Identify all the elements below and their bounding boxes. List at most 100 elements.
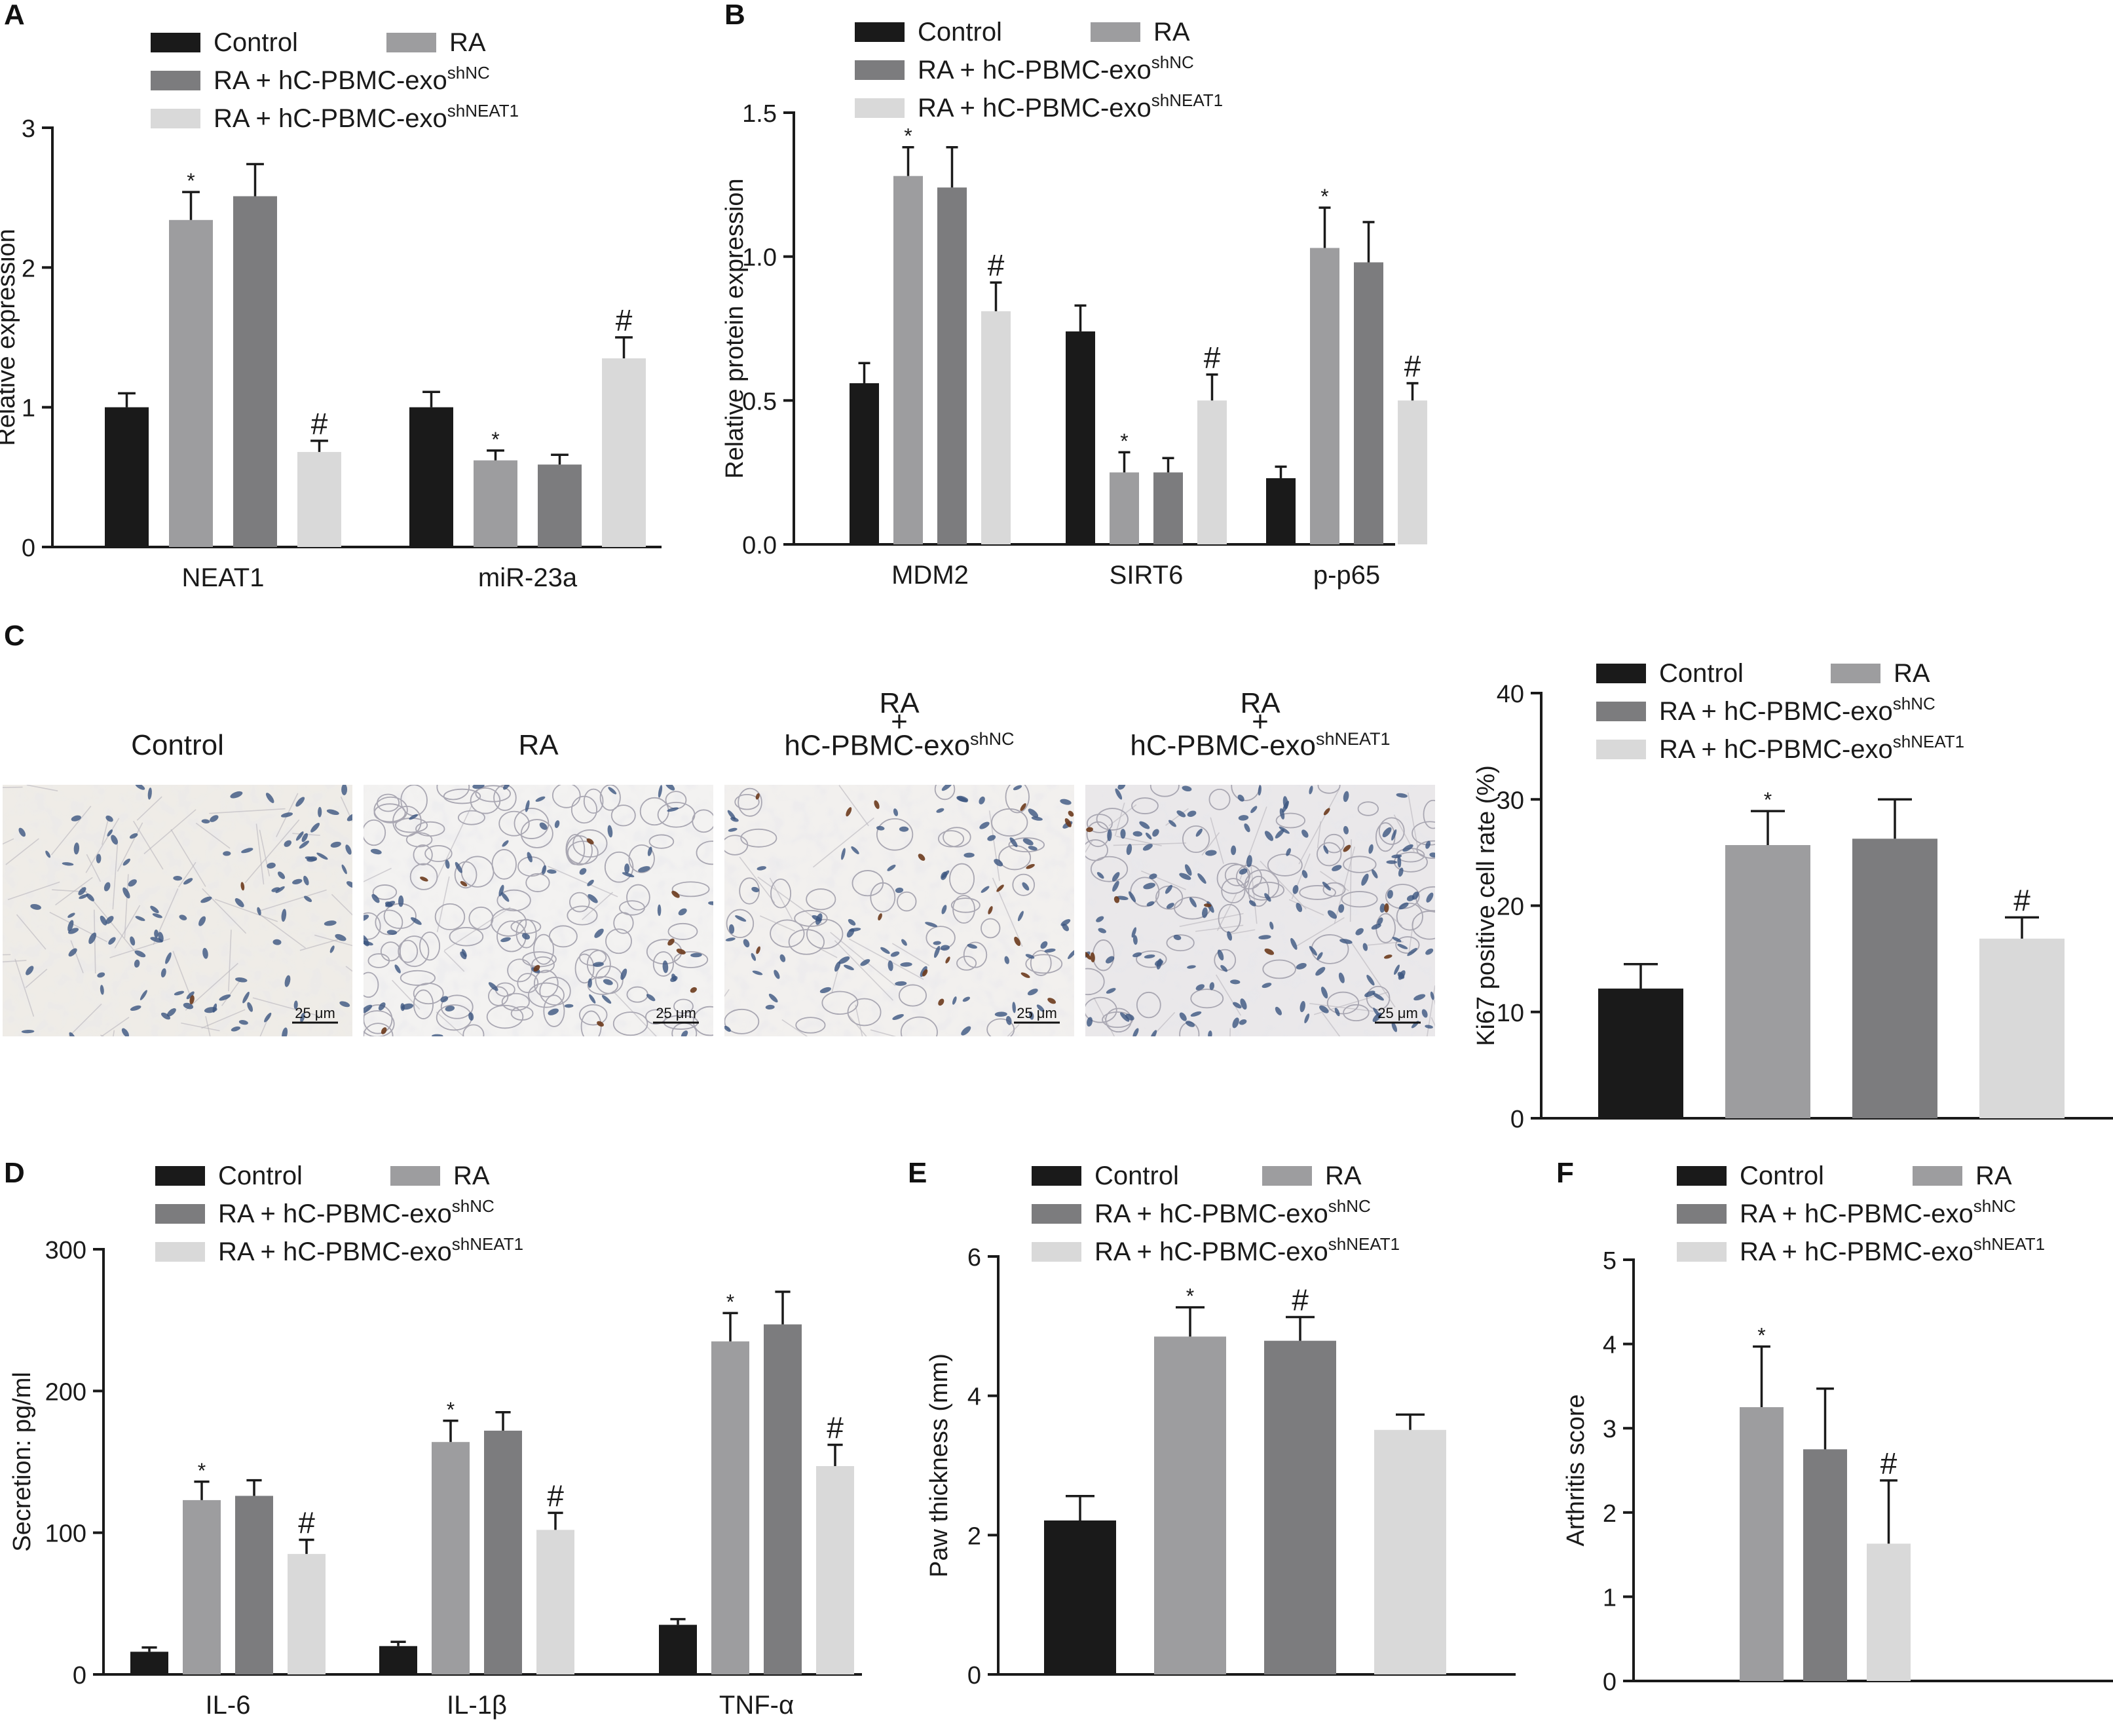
nucleus [1323,845,1329,854]
adipocyte-outline [586,950,611,979]
tissue-fiber [50,805,92,856]
y-tick-label: 200 [45,1378,86,1406]
tissue-fiber [1195,924,1244,932]
legend-label-sup: shNEAT1 [1973,1234,2045,1254]
adipocyte-outline [419,932,441,961]
nucleus [1430,991,1434,1000]
nucleus [1301,829,1309,838]
nucleus [1197,873,1206,884]
nucleus [1413,994,1426,1001]
legend-label-text: Control [218,1161,303,1190]
chart-f: 0 1 2 3 4 5 Arthritis score * # [1562,1247,2113,1696]
adipocyte-outline [671,881,710,897]
adipocyte-outline [398,939,419,963]
adipocyte-outline [364,819,386,846]
tissue-fiber [181,1022,220,1032]
nucleus [601,994,612,1004]
nucleus [593,962,604,967]
tissue-fiber [781,1019,808,1036]
legend-label-text: RA [453,1161,490,1190]
adipocyte-outline [657,801,696,828]
category-label: MDM2 [891,561,969,590]
nucleus [690,953,702,958]
micrograph-title-line: RA [1240,687,1281,719]
y-tick-label: 0 [967,1662,981,1689]
adipocyte-outline [595,966,624,994]
nucleus [1173,934,1182,941]
nucleus [1327,910,1337,919]
nucleus [1195,828,1203,837]
legend-swatch [1262,1166,1312,1186]
nucleus [579,868,587,875]
micrograph-ra: 25 μm [364,785,713,1036]
tissue-fiber [209,808,286,814]
nucleus [67,928,79,934]
adipocyte-outline [413,989,434,1019]
nucleus [979,796,985,804]
nucleus [1398,867,1404,877]
bar [1867,1543,1911,1681]
nucleus [1184,864,1192,876]
tissue-fiber [1179,913,1244,928]
legend-label-text: RA + hC-PBMC-exo [1659,697,1893,726]
nucleus [130,936,136,946]
nucleus [1132,935,1138,945]
scale-bar-label: 25 μm [1017,1005,1057,1021]
legend-label-text: RA + hC-PBMC-exo [214,66,447,95]
adipocyte-outline [372,884,398,900]
adipocyte-outline [806,888,836,911]
panel-label-c: C [4,620,25,652]
ki67-positive-nucleus [676,949,686,954]
nucleus [500,937,511,943]
adipocyte-outline [570,795,598,824]
legend-label: Control [1659,659,1744,688]
tissue-fiber [1216,892,1238,932]
category-label: TNF-α [719,1691,794,1720]
tissue-fiber [124,874,129,939]
nucleus [440,996,449,1003]
ki67-positive-nucleus [1343,844,1351,852]
bar [1374,1429,1446,1674]
nucleus [941,871,947,880]
bar [297,451,341,547]
adipocyte-outline [468,906,494,930]
nucleus [1379,903,1385,913]
adipocyte-outline [934,785,956,801]
adipocyte-outline [963,941,988,968]
nucleus [503,785,510,790]
nucleus [301,833,309,842]
tissue-fiber [739,856,776,903]
ki67-positive-nucleus [1020,972,1030,978]
adipocyte-outline [1275,812,1306,829]
scale-bar-label: 25 μm [295,1005,335,1021]
legend-label: RA + hC-PBMC-exoshNC [918,52,1194,85]
adipocyte-outline [380,941,401,962]
adipocyte-outline [943,827,971,848]
adipocyte-outline [440,994,474,1019]
nucleus [147,787,152,800]
adipocyte-outline [991,808,1028,837]
tissue-fiber [258,913,306,949]
tissue-fiber [1317,821,1322,848]
tissue-fiber [255,823,265,885]
nucleus [1233,1002,1242,1009]
ki67-positive-nucleus [1020,803,1026,811]
legend-label-sup: shNEAT1 [447,101,519,121]
legend-label-text: RA [1975,1161,2012,1190]
nucleus [1392,937,1402,943]
nucleus [293,1000,298,1010]
nucleus [247,1002,253,1012]
nucleus [1022,882,1030,891]
adipocyte-outline [1166,934,1195,952]
nucleus [728,924,735,934]
bar [288,1554,326,1674]
adipocyte-outline [567,905,598,926]
significance-star: * [447,1398,455,1422]
nucleus [1296,962,1307,970]
legend-label-sup: shNEAT1 [1328,1234,1400,1254]
nucleus [521,933,531,940]
nucleus [295,831,304,841]
adipocyte-outline [599,785,621,811]
legend-label: RA [449,28,486,57]
nucleus [887,864,896,871]
